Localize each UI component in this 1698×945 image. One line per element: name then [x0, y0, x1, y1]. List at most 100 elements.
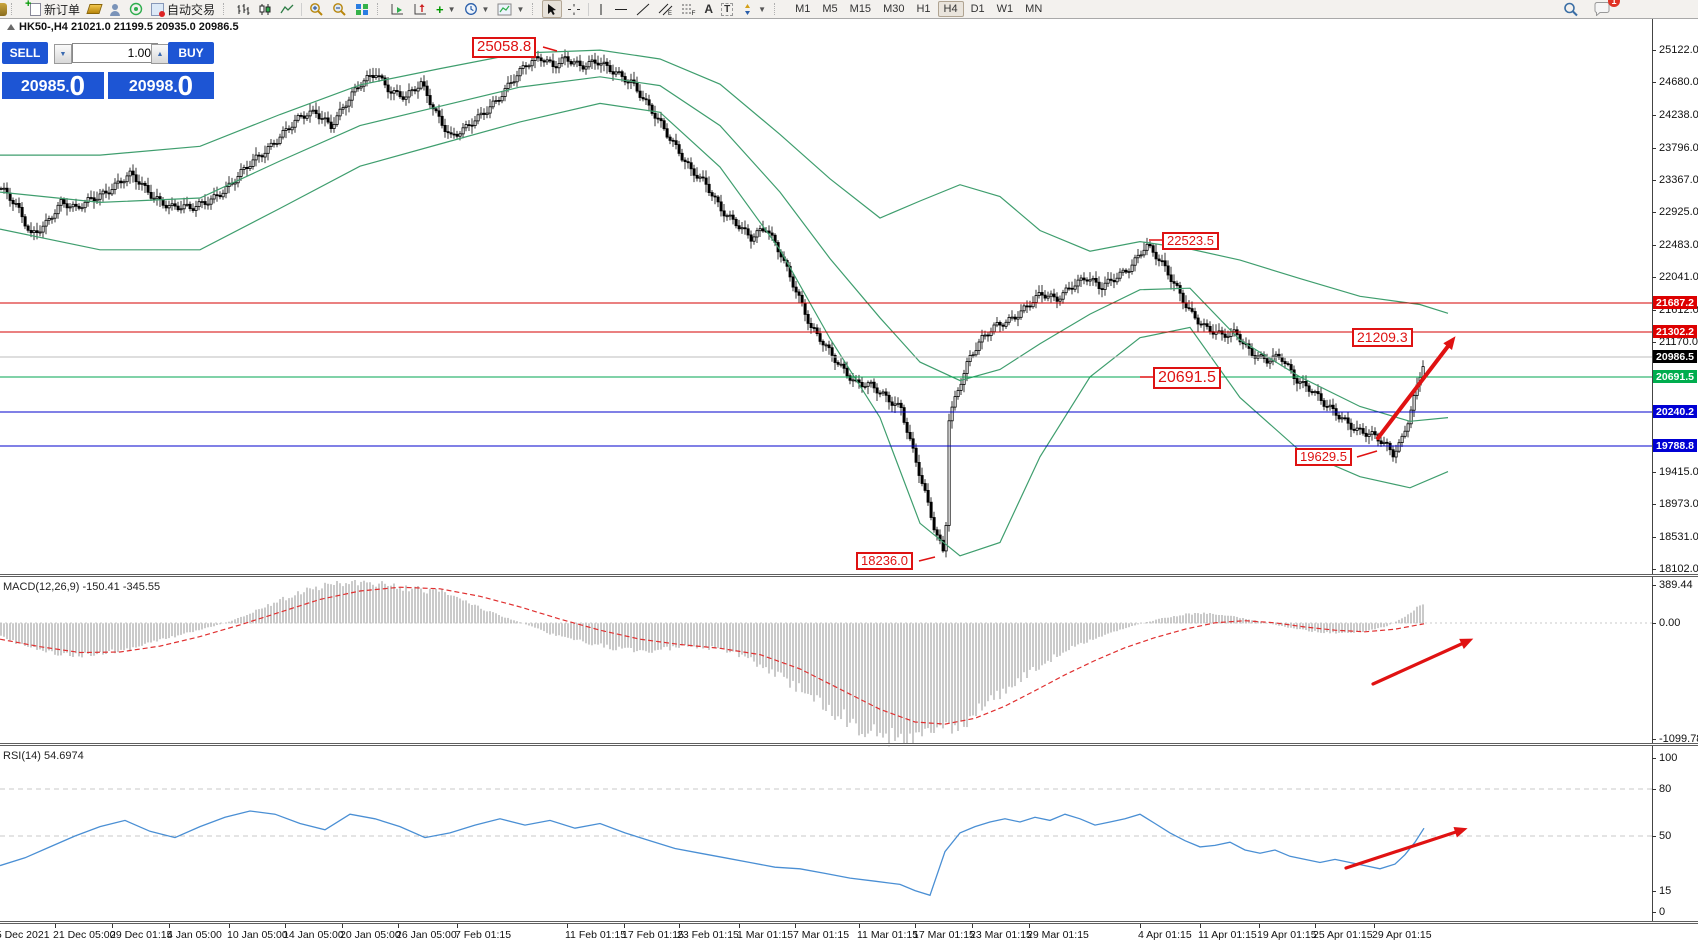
price-annotation[interactable]: 20691.5 [1153, 367, 1221, 389]
indicators-button[interactable]: + ▼ [433, 1, 459, 17]
time-axis-tick [229, 924, 230, 928]
market-watch-button[interactable] [85, 1, 104, 17]
toolbar-separator [301, 2, 303, 16]
timeframe-button-m15[interactable]: M15 [849, 3, 872, 15]
zoom-out-icon [333, 3, 346, 16]
fibonacci-button[interactable]: F [678, 1, 699, 17]
buy-price-pip: 0 [177, 70, 194, 102]
text-button[interactable]: A [704, 2, 714, 16]
chat-button[interactable]: 1 [1591, 0, 1620, 17]
templates-button[interactable]: ▼ [494, 1, 527, 17]
crosshair-button[interactable] [564, 1, 584, 17]
buy-button[interactable]: BUY [168, 42, 214, 64]
volume-decrease-button[interactable]: ▼ [54, 44, 72, 64]
arrows-button[interactable]: ▼ [738, 1, 769, 17]
indicator-axis-label: 0 [1659, 906, 1666, 918]
time-axis-label: 11 Apr 01:15 [1198, 929, 1257, 941]
label-icon: T [721, 2, 734, 16]
time-axis-tick [739, 924, 740, 928]
price-axis-label: 24680.0 [1659, 76, 1698, 88]
auto-scroll-button[interactable] [387, 1, 408, 17]
volume-input[interactable] [72, 43, 158, 63]
timeframe-button-h4[interactable]: H4 [937, 1, 964, 17]
periods-button[interactable]: ▼ [461, 1, 493, 17]
time-axis-label: 17 Feb 01:15 [622, 929, 684, 941]
zoom-out-button[interactable] [329, 1, 350, 17]
auto-trading-button[interactable]: 自动交易 [148, 1, 218, 17]
timeframe-button-h1[interactable]: H1 [916, 3, 931, 15]
vertical-line-button[interactable] [593, 1, 609, 17]
horizontal-line-button[interactable] [611, 1, 631, 17]
timeframe-button-m1[interactable]: M1 [795, 3, 811, 15]
signals-button[interactable] [126, 1, 146, 17]
time-axis-label: 21 Dec 05:00 [53, 929, 116, 941]
price-tag: 19788.8 [1653, 439, 1697, 452]
equidistant-channel-button[interactable]: E [655, 1, 676, 17]
buy-price[interactable]: 20998. 0 [108, 70, 214, 102]
horizontal-line-icon [615, 8, 628, 10]
timeframe-button-m5[interactable]: M5 [822, 3, 838, 15]
price-annotation[interactable]: 25058.8 [472, 37, 537, 58]
cursor-button[interactable] [542, 0, 563, 18]
zoom-in-button[interactable] [306, 1, 327, 17]
clipped-icon [0, 2, 7, 16]
price-axis-tick [1652, 212, 1656, 213]
fibonacci-icon: F [682, 4, 696, 16]
search-button[interactable] [1560, 1, 1581, 17]
price-axis-label: 25122.0 [1659, 44, 1698, 56]
profiles-button[interactable] [106, 1, 124, 17]
price-annotation[interactable]: 22523.5 [1162, 232, 1219, 251]
text-label-button[interactable]: T [718, 1, 736, 17]
panel-separator[interactable] [0, 574, 1698, 577]
price-annotation[interactable]: 19629.5 [1295, 448, 1352, 467]
new-order-button[interactable]: 新订单 [21, 0, 83, 17]
add-indicator-icon: + [436, 1, 444, 17]
indicator-axis-tick [1652, 891, 1656, 892]
toolbar-grip [532, 3, 537, 15]
trendline-button[interactable] [633, 1, 653, 17]
candlestick-icon [259, 3, 271, 15]
timeframe-button-d1[interactable]: D1 [970, 3, 985, 15]
panel-separator[interactable] [0, 743, 1698, 746]
chart-shift-button[interactable] [410, 1, 431, 17]
time-axis-tick [55, 924, 56, 928]
time-axis-label: 7 Mar 01:15 [793, 929, 850, 941]
timeframe-button-mn[interactable]: MN [1025, 3, 1043, 15]
timeframe-button-w1[interactable]: W1 [996, 3, 1014, 15]
time-axis-tick [972, 924, 973, 928]
price-axis[interactable] [1652, 19, 1698, 921]
time-axis-tick [1315, 924, 1316, 928]
sell-button[interactable]: SELL [2, 42, 48, 64]
timeframe-button-m30[interactable]: M30 [883, 3, 905, 15]
chart-title-text: HK50-,H4 21021.0 21199.5 20935.0 20986.5 [19, 21, 239, 33]
indicator-axis-label: 389.44 [1659, 579, 1693, 591]
time-axis-label: 17 Mar 01:15 [913, 929, 975, 941]
price-axis-tick [1652, 180, 1656, 181]
price-axis-label: 22041.0 [1659, 271, 1698, 283]
time-axis-tick [795, 924, 796, 928]
time-axis-tick [112, 924, 113, 928]
volume-increase-button[interactable]: ▲ [151, 44, 169, 64]
price-annotation[interactable]: 18236.0 [856, 552, 913, 571]
sell-price[interactable]: 20985. 0 [2, 72, 104, 100]
timeframe-group: M1 M5 M15 M30 H1 H4 D1 W1 MN [789, 1, 1048, 17]
price-tag: 20986.5 [1653, 350, 1697, 363]
rsi-layer [0, 810, 1425, 897]
bar-chart-icon [237, 3, 250, 15]
price-annotation[interactable]: 21209.3 [1352, 328, 1413, 348]
cursor-icon [548, 3, 557, 15]
line-chart-button[interactable] [277, 1, 297, 17]
bars-chart-button[interactable] [233, 1, 253, 17]
tile-windows-button[interactable] [352, 1, 372, 17]
candlestick-chart-button[interactable] [255, 1, 275, 17]
time-axis-label: 25 Apr 01:15 [1313, 929, 1373, 941]
indicator-axis-tick [1652, 623, 1656, 624]
trendline-icon [637, 3, 650, 15]
price-axis-label: 18531.0 [1659, 531, 1698, 543]
price-axis-label: 19415.0 [1659, 466, 1698, 478]
price-axis-label: 18973.0 [1659, 498, 1698, 510]
indicator-axis-tick [1652, 758, 1656, 759]
indicator-axis-label: 15 [1659, 885, 1672, 897]
